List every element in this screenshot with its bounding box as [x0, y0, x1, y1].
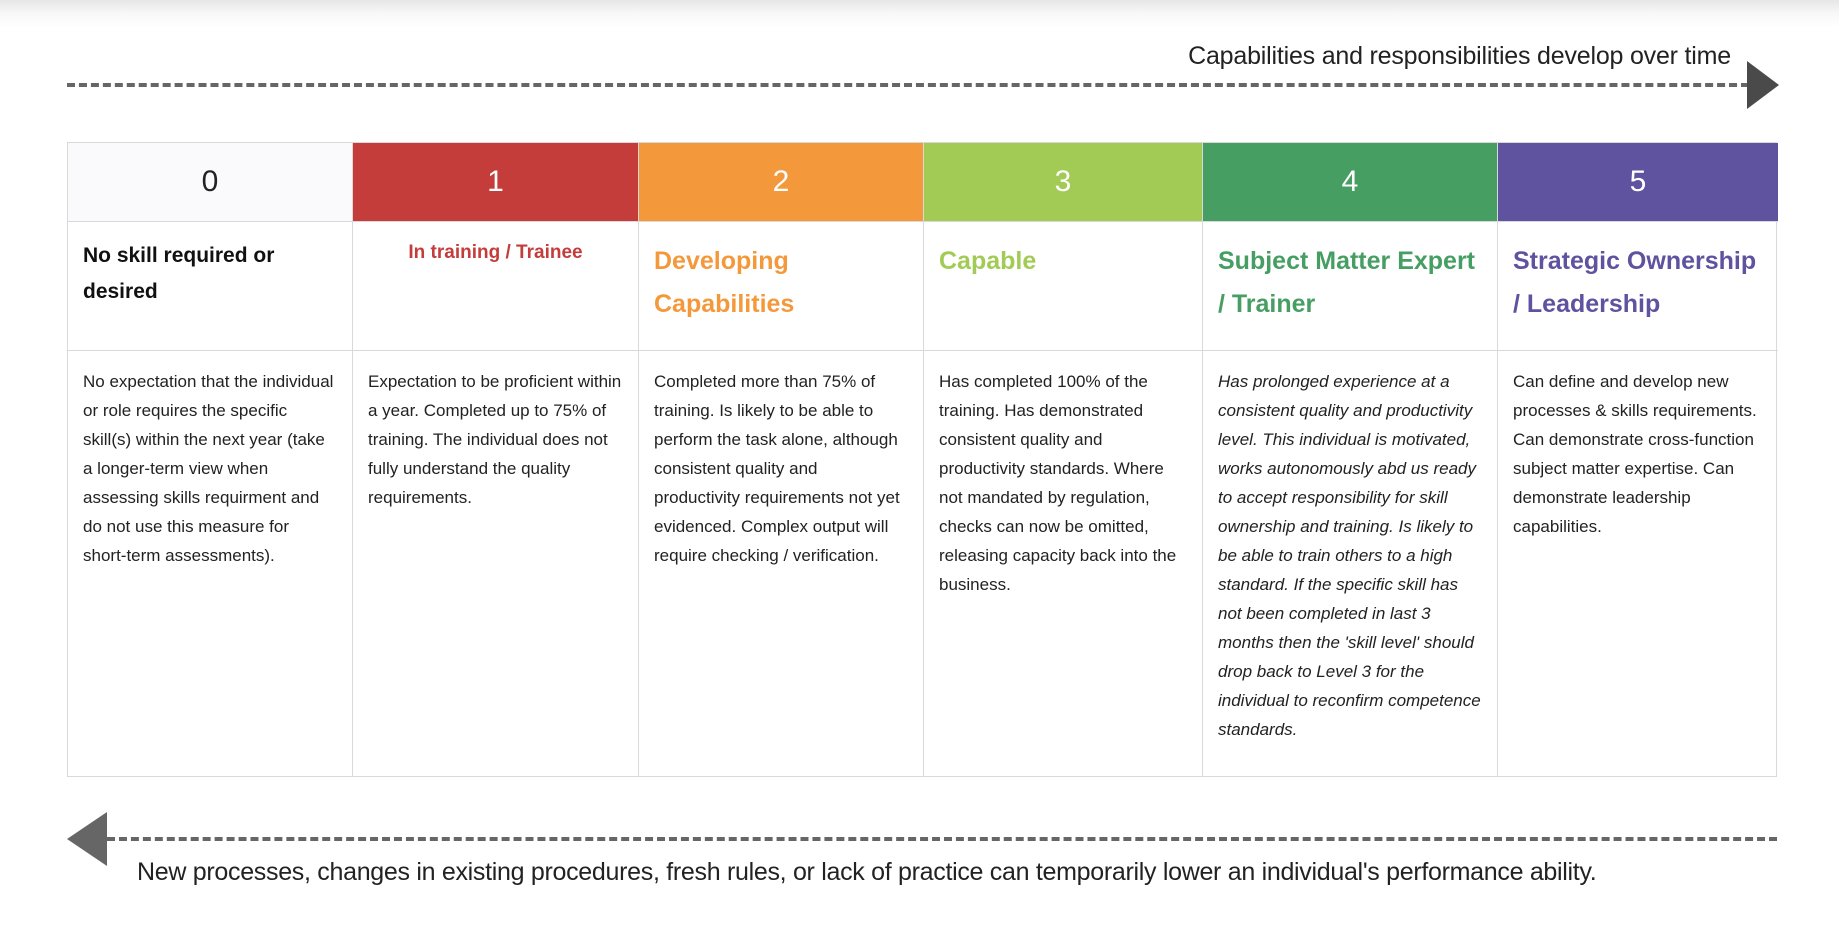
- progression-arrow: Capabilities and responsibilities develo…: [67, 42, 1779, 110]
- level-3-description: Has completed 100% of the training. Has …: [924, 351, 1203, 776]
- level-0-header: 0: [68, 143, 353, 222]
- dashed-line: [107, 837, 1777, 841]
- level-4-header: 4: [1203, 143, 1498, 222]
- level-0-description: No expectation that the individual or ro…: [68, 351, 353, 776]
- level-2-description: Completed more than 75% of training. Is …: [639, 351, 924, 776]
- dashed-line: [67, 83, 1749, 87]
- arrow-right-icon: [1747, 61, 1779, 109]
- level-1-header: 1: [353, 143, 639, 222]
- level-1-description: Expectation to be proficient within a ye…: [353, 351, 639, 776]
- top-shadow: [0, 0, 1839, 28]
- level-3-title: Capable: [924, 222, 1203, 351]
- level-5-description: Can define and develop new processes & s…: [1513, 372, 1757, 536]
- level-2-header: 2: [639, 143, 924, 222]
- level-1-title: In training / Trainee: [353, 222, 639, 351]
- regression-caption: New processes, changes in existing proce…: [137, 858, 1597, 886]
- level-5-title: Strategic Ownership / Leadership: [1498, 222, 1778, 351]
- level-0-title: No skill required or desired: [68, 222, 353, 351]
- skill-level-matrix: 0 1 2 3 4 5 No skill required or desired…: [67, 142, 1778, 777]
- level-4-title: Subject Matter Expert / Trainer: [1203, 222, 1498, 351]
- level-5-header: 5: [1498, 143, 1778, 222]
- progression-caption: Capabilities and responsibilities develo…: [1188, 42, 1731, 70]
- arrow-left-icon: [67, 812, 107, 866]
- level-3-header: 3: [924, 143, 1203, 222]
- level-2-title: Developing Capabilities: [639, 222, 924, 351]
- regression-arrow: [67, 812, 1779, 866]
- level-4-description: Has prolonged experience at a consistent…: [1203, 351, 1498, 776]
